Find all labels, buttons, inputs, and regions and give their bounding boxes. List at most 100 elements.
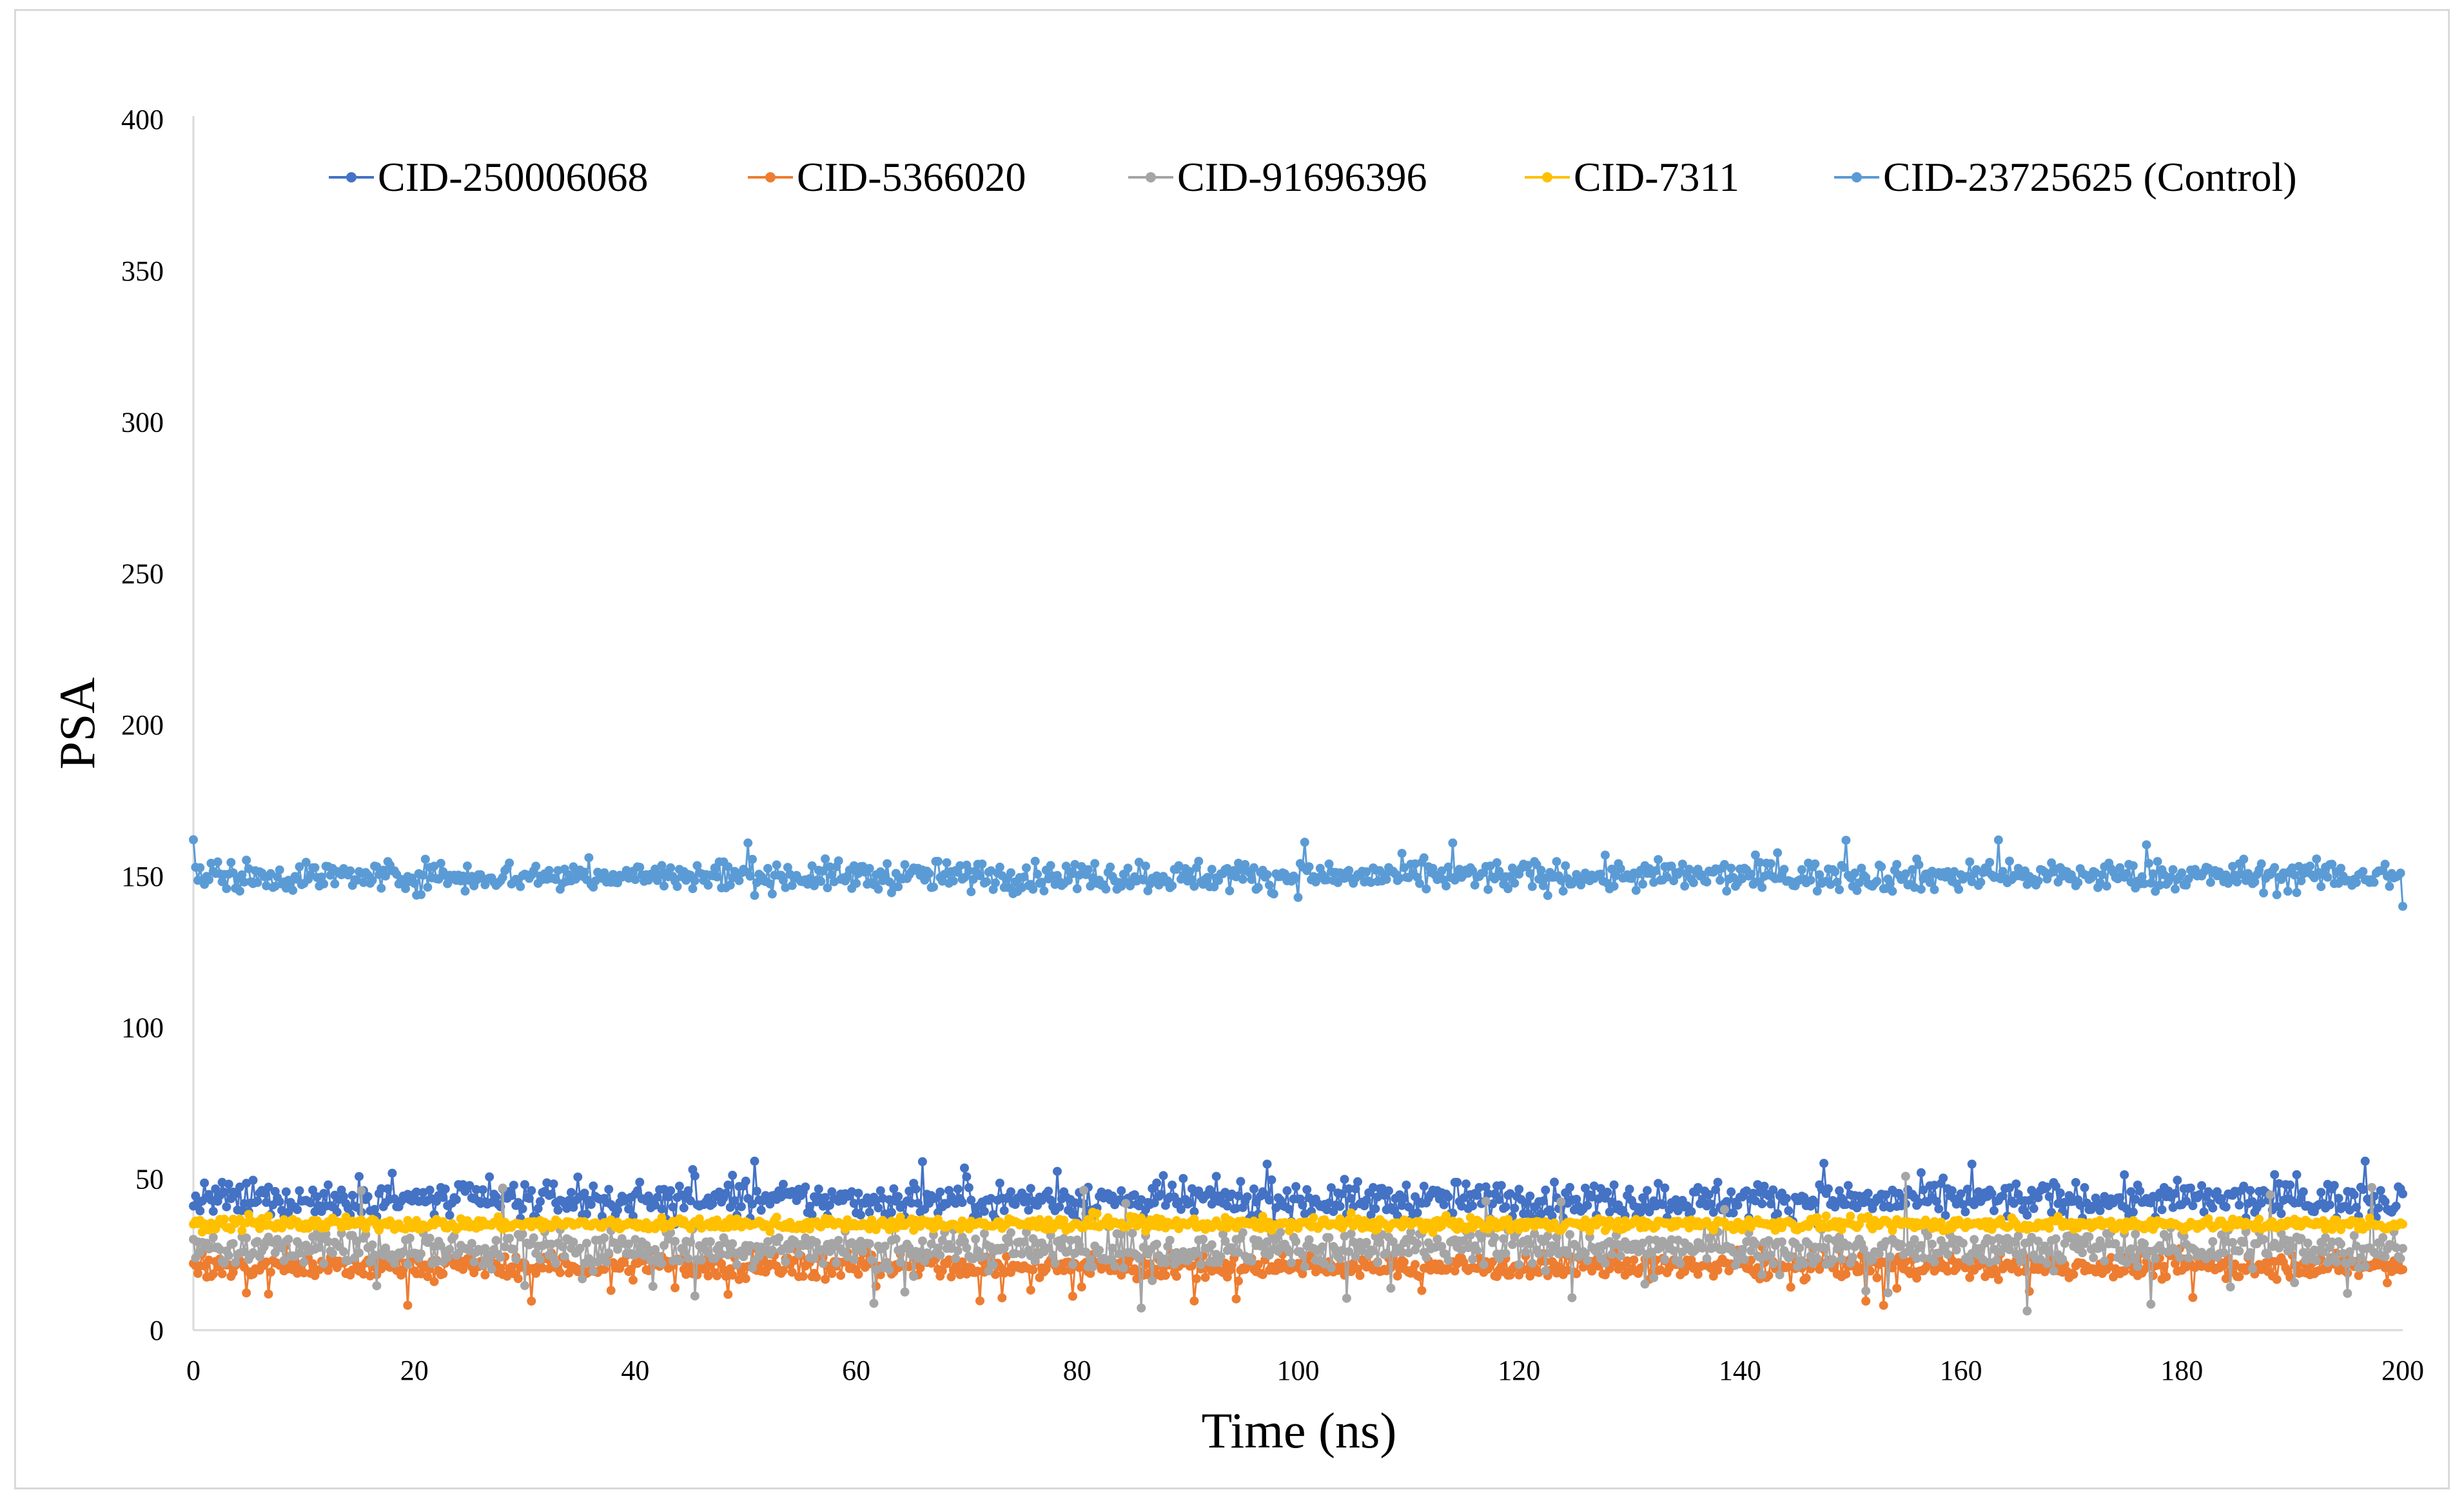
data-point xyxy=(2312,1256,2322,1266)
data-point xyxy=(657,1204,667,1214)
data-point xyxy=(2383,1278,2392,1288)
data-point xyxy=(1565,1182,1574,1192)
data-point xyxy=(1541,1266,1550,1276)
data-point xyxy=(849,861,859,870)
data-point xyxy=(635,1177,645,1187)
data-point xyxy=(1510,878,1520,888)
data-point xyxy=(1234,1191,1243,1201)
data-point xyxy=(347,1190,357,1200)
data-point xyxy=(1960,1207,1970,1217)
data-point xyxy=(2055,1188,2065,1198)
data-point xyxy=(2391,1243,2401,1253)
data-point xyxy=(779,1266,788,1275)
data-point xyxy=(723,1181,733,1190)
data-point xyxy=(836,1271,846,1280)
data-point xyxy=(1159,1171,1168,1181)
data-point xyxy=(217,1269,227,1279)
data-point xyxy=(1572,1241,1581,1251)
data-point xyxy=(1704,1190,1714,1199)
data-point xyxy=(2036,1255,2045,1264)
data-point xyxy=(604,1184,614,1194)
data-point xyxy=(1779,865,1789,874)
data-point xyxy=(2126,1187,2136,1197)
data-point xyxy=(226,858,236,867)
data-point xyxy=(2146,1299,2156,1309)
data-point xyxy=(1402,1181,1411,1190)
data-point xyxy=(2058,1255,2068,1264)
data-point xyxy=(208,1233,218,1242)
data-point xyxy=(1234,1276,1243,1286)
data-point xyxy=(2128,861,2138,870)
data-point xyxy=(1550,1177,1559,1187)
data-point xyxy=(1415,1272,1424,1281)
data-point xyxy=(1538,1196,1548,1206)
data-point xyxy=(1812,887,1822,896)
data-point xyxy=(235,887,244,896)
data-point xyxy=(1797,865,1806,874)
data-point xyxy=(1318,1242,1327,1251)
data-point xyxy=(1931,1197,1941,1206)
data-point xyxy=(1877,862,1886,872)
data-point xyxy=(1324,1233,1334,1242)
data-point xyxy=(2287,1242,2297,1251)
data-point xyxy=(513,1274,523,1284)
data-point xyxy=(725,1214,735,1224)
data-point xyxy=(1443,862,1453,872)
data-point xyxy=(1114,1249,1124,1259)
data-point xyxy=(1651,866,1661,876)
data-point xyxy=(891,1234,901,1244)
data-point xyxy=(1462,1179,1471,1189)
data-point xyxy=(1846,1212,1855,1221)
data-point xyxy=(1437,866,1447,876)
data-point xyxy=(1059,1215,1069,1225)
data-point xyxy=(1137,1303,1146,1313)
data-point xyxy=(1830,867,1840,877)
data-point xyxy=(728,1170,738,1180)
data-point xyxy=(2133,1262,2142,1271)
data-point xyxy=(2254,1214,2264,1224)
data-point xyxy=(1974,1187,1983,1197)
data-point xyxy=(1422,1253,1431,1262)
data-point xyxy=(1521,1198,1530,1208)
data-point xyxy=(491,1192,501,1202)
data-point xyxy=(1708,1208,1718,1217)
data-point xyxy=(1160,1271,1170,1280)
data-point xyxy=(589,1266,598,1276)
data-point xyxy=(1501,1249,1511,1259)
data-point xyxy=(1623,1256,1632,1266)
data-point xyxy=(1326,1183,1336,1193)
data-point xyxy=(2305,861,2315,871)
data-point xyxy=(1338,1189,1347,1199)
data-point xyxy=(600,1233,609,1242)
data-point xyxy=(1643,1186,1652,1195)
data-point xyxy=(1716,876,1725,885)
data-point xyxy=(1324,859,1334,868)
data-point xyxy=(1284,1247,1294,1257)
data-point xyxy=(690,1171,699,1181)
data-point xyxy=(926,1239,936,1249)
data-point xyxy=(1552,1233,1561,1242)
data-point xyxy=(224,1251,233,1261)
data-point xyxy=(2013,1231,2023,1241)
data-point xyxy=(2380,1252,2390,1262)
data-point xyxy=(1006,1228,1015,1237)
data-point xyxy=(1912,1253,1922,1263)
data-point xyxy=(1930,1257,1939,1267)
data-point xyxy=(1503,884,1513,894)
data-point xyxy=(363,1192,373,1201)
data-point xyxy=(1108,1243,1117,1253)
data-point xyxy=(1481,1182,1491,1192)
data-point xyxy=(874,1203,883,1213)
data-point xyxy=(1026,1184,1035,1193)
data-point xyxy=(2042,1182,2052,1192)
data-point xyxy=(1883,1288,1893,1298)
data-point xyxy=(1419,1181,1429,1191)
data-point xyxy=(239,878,249,887)
data-point xyxy=(1832,878,1842,887)
data-point xyxy=(979,1229,989,1239)
data-point xyxy=(2013,1267,2023,1277)
data-point xyxy=(1737,1244,1747,1254)
data-point xyxy=(2217,1230,2226,1240)
data-point xyxy=(445,1244,455,1254)
data-point xyxy=(968,874,978,884)
